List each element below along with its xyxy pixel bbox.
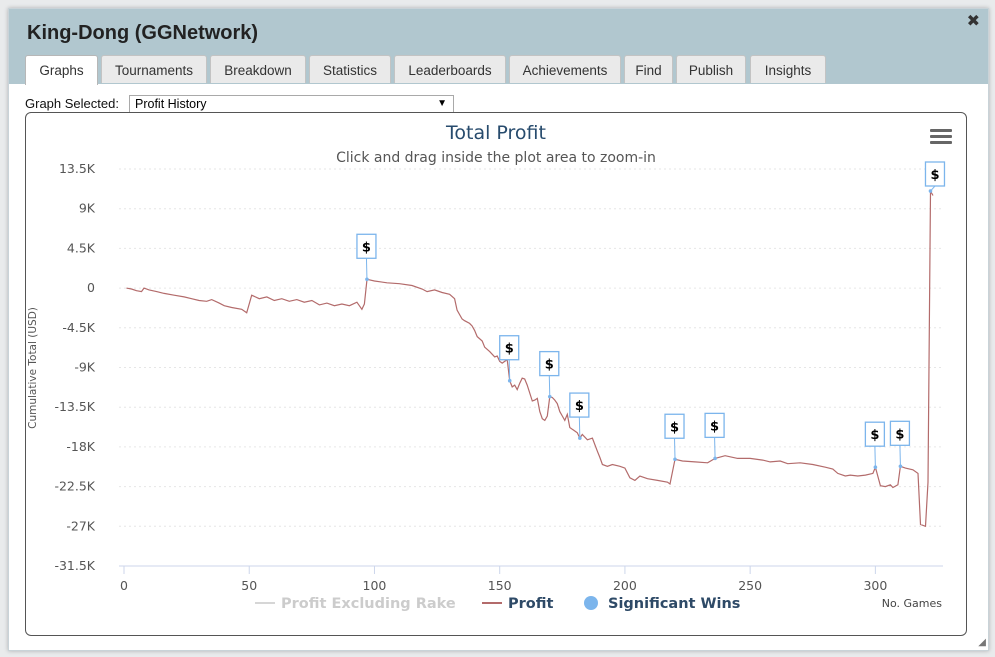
dollar-flag-icon xyxy=(539,350,560,377)
dollar-symbol: $ xyxy=(930,168,939,183)
significant-win-point xyxy=(365,277,369,282)
player-window: King-Dong (GGNetwork) ✖ Graphs Tournamen… xyxy=(8,8,989,651)
graph-select-value: Profit History xyxy=(135,97,207,111)
marker-stem xyxy=(674,438,676,460)
title-bar: King-Dong (GGNetwork) ✖ Graphs Tournamen… xyxy=(9,9,988,85)
tab-statistics[interactable]: Statistics xyxy=(309,55,391,83)
significant-win-marker: $ xyxy=(864,421,886,469)
significant-win-point xyxy=(547,394,552,399)
x-tick-label: 0 xyxy=(120,578,128,593)
y-tick-label: 4.5K xyxy=(67,240,96,255)
significant-win-marker: $ xyxy=(539,350,560,399)
x-tick-label: 50 xyxy=(241,578,257,593)
dollar-symbol: $ xyxy=(362,240,371,255)
marker-stem xyxy=(578,417,581,439)
chart-title: Total Profit xyxy=(445,122,546,144)
marker-stem xyxy=(714,437,716,459)
marker-stem xyxy=(508,359,511,381)
dollar-symbol: $ xyxy=(710,419,719,434)
dollar-symbol: $ xyxy=(505,342,514,357)
legend-profit-excluding-rake: Profit Excluding Rake xyxy=(281,596,456,612)
marker-stem xyxy=(365,258,368,280)
x-axis-title: No. Games xyxy=(882,597,943,610)
graph-selected-label: Graph Selected: xyxy=(25,96,119,111)
significant-win-point xyxy=(898,464,903,469)
dollar-symbol: $ xyxy=(870,428,879,443)
y-tick-label: -22.5K xyxy=(54,479,95,494)
x-tick-label: 100 xyxy=(363,578,387,593)
dollar-symbol: $ xyxy=(575,399,584,414)
significant-win-point xyxy=(873,465,878,469)
y-tick-label: 0 xyxy=(87,280,95,295)
dollar-flag-icon xyxy=(704,412,725,439)
legend-significant-wins: Significant Wins xyxy=(608,596,740,612)
dollar-flag-icon xyxy=(889,420,911,446)
y-tick-label: 13.5K xyxy=(59,161,96,176)
significant-win-marker: $ xyxy=(924,161,946,193)
marker-stem xyxy=(874,446,876,468)
hamburger-menu-icon[interactable] xyxy=(930,129,952,147)
marker-stem xyxy=(548,375,551,397)
dollar-flag-icon xyxy=(664,413,685,439)
y-tick-label: -13.5K xyxy=(54,399,95,414)
chevron-down-icon: ▼ xyxy=(437,98,447,109)
significant-win-marker: $ xyxy=(569,392,590,440)
x-tick-label: 200 xyxy=(613,578,637,593)
tab-achievements[interactable]: Achievements xyxy=(509,55,621,83)
close-icon[interactable]: ✖ xyxy=(966,11,980,30)
y-tick-label: -4.5K xyxy=(62,320,95,335)
y-tick-label: 9K xyxy=(79,201,96,216)
dollar-symbol: $ xyxy=(895,427,904,442)
significant-win-point xyxy=(928,189,933,193)
tab-breakdown[interactable]: Breakdown xyxy=(210,55,306,83)
y-axis-title: Cumulative Total (USD) xyxy=(27,307,39,429)
x-tick-label: 300 xyxy=(863,578,887,593)
marker-stem xyxy=(899,445,901,467)
x-tick-label: 150 xyxy=(488,578,512,593)
dollar-flag-icon xyxy=(924,161,946,187)
x-tick-label: 250 xyxy=(738,578,762,593)
y-tick-label: -9K xyxy=(74,360,95,375)
significant-win-marker: $ xyxy=(499,335,520,383)
tab-find[interactable]: Find xyxy=(624,55,673,83)
tab-publish[interactable]: Publish xyxy=(676,55,746,83)
tab-graphs[interactable]: Graphs xyxy=(25,55,98,85)
significant-win-marker: $ xyxy=(889,420,911,469)
significant-win-marker: $ xyxy=(704,412,725,461)
dollar-symbol: $ xyxy=(545,358,554,373)
tab-insights[interactable]: Insights xyxy=(750,55,826,83)
window-title: King-Dong (GGNetwork) xyxy=(27,22,259,44)
significant-win-point xyxy=(713,456,717,461)
chart-container: Total Profit Click and drag inside the pl… xyxy=(25,112,967,636)
legend-profit: Profit xyxy=(508,596,553,612)
dollar-flag-icon xyxy=(499,335,520,361)
significant-win-point xyxy=(673,457,677,462)
graph-select[interactable]: Profit History ▼ xyxy=(129,95,454,113)
significant-win-marker: $ xyxy=(664,413,685,462)
significant-win-point xyxy=(578,436,582,440)
profit-series-line xyxy=(126,188,934,528)
dollar-flag-icon xyxy=(864,421,886,447)
tab-leaderboards[interactable]: Leaderboards xyxy=(394,55,506,83)
dollar-symbol: $ xyxy=(670,420,679,435)
legend-significant-symbol xyxy=(584,596,598,610)
y-tick-label: -27K xyxy=(66,518,95,533)
y-tick-label: -31.5K xyxy=(54,558,95,573)
dollar-flag-icon xyxy=(569,392,590,418)
y-tick-label: -18K xyxy=(66,439,95,454)
significant-win-marker: $ xyxy=(356,233,377,282)
dollar-flag-icon xyxy=(356,233,377,259)
tab-tournaments[interactable]: Tournaments xyxy=(101,55,207,83)
chart-subtitle: Click and drag inside the plot area to z… xyxy=(336,150,656,166)
profit-chart[interactable]: Total Profit Click and drag inside the pl… xyxy=(26,113,966,635)
significant-win-point xyxy=(507,378,512,383)
resize-handle-icon[interactable]: ◢ xyxy=(978,637,986,648)
